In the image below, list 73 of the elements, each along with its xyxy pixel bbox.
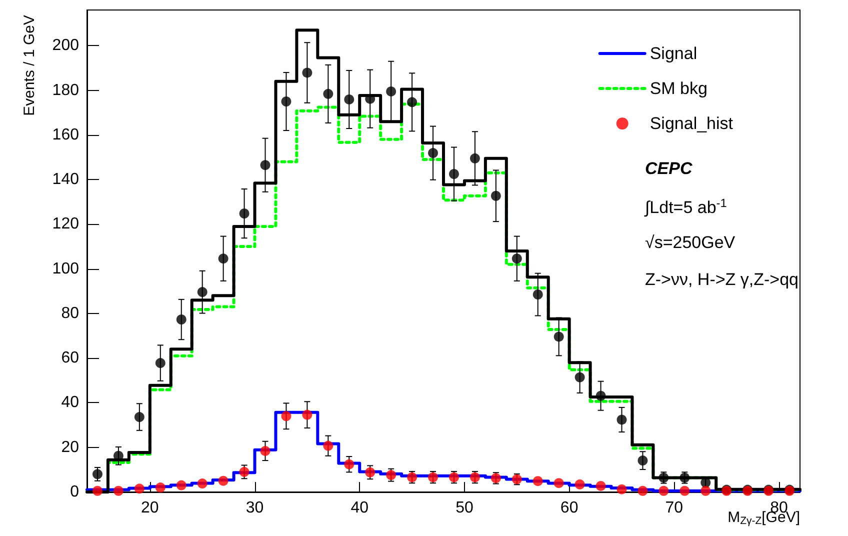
point: [218, 476, 228, 486]
legend-label: Signal: [650, 44, 698, 63]
point: [596, 480, 606, 491]
point: [532, 476, 543, 486]
x-tick-label: 30: [246, 500, 264, 516]
y-tick-label: 80: [61, 304, 80, 322]
point: [155, 482, 166, 493]
point: [218, 254, 228, 264]
point: [616, 484, 627, 494]
y-tick-label: 60: [61, 350, 80, 367]
annotation: CEPC: [645, 159, 693, 178]
point: [638, 486, 648, 496]
point: [344, 94, 354, 104]
annotation: √s=250GeV: [645, 233, 736, 252]
point: [596, 390, 606, 401]
point: [554, 478, 564, 488]
point: [407, 97, 418, 108]
point: [92, 486, 102, 496]
point: [134, 484, 144, 494]
point: [323, 88, 334, 99]
point: [554, 332, 564, 342]
y-tick-label: 140: [52, 171, 80, 188]
point: [239, 466, 250, 477]
point: [365, 467, 376, 478]
x-tick-label: 70: [665, 500, 684, 516]
point: [281, 411, 292, 422]
y-tick-label: 160: [52, 126, 80, 144]
point: [448, 169, 459, 180]
point: [512, 254, 522, 264]
point: [134, 412, 144, 422]
y-tick-label: 180: [52, 82, 80, 99]
point: [490, 190, 501, 201]
point: [302, 410, 312, 420]
y-tick-label: 120: [52, 216, 80, 233]
point: [365, 94, 376, 104]
point: [344, 459, 354, 470]
y-tick-label: 200: [52, 37, 80, 54]
point: [302, 68, 312, 78]
point: [574, 372, 585, 382]
y-tick-label: 20: [61, 438, 80, 456]
point: [197, 287, 208, 298]
point: [113, 486, 124, 496]
point: [176, 480, 186, 490]
point: [386, 86, 396, 96]
legend-label: SM bkg: [650, 79, 708, 98]
point: [428, 148, 438, 158]
point: [239, 208, 250, 219]
point: [155, 358, 166, 368]
point: [92, 469, 102, 480]
legend-label: Signal_hist: [650, 114, 734, 133]
y-tick-label: 100: [52, 260, 80, 278]
point: [323, 440, 334, 451]
point: [281, 96, 292, 106]
point: [386, 470, 396, 480]
point: [638, 456, 648, 466]
point: [470, 153, 480, 164]
point: [658, 486, 669, 496]
x-tick-label: 20: [141, 500, 159, 516]
annotation: Z->νν, H->Z γ,Z->qq: [645, 270, 798, 289]
point: [574, 479, 585, 490]
y-tick-label: 0: [70, 484, 80, 500]
x-tick-label: 40: [350, 500, 369, 516]
x-tick-label: 60: [560, 500, 578, 516]
point: [176, 314, 186, 325]
point: [197, 478, 208, 489]
point: [532, 290, 543, 300]
point: [260, 160, 270, 170]
y-axis-title: Events / 1 GeV: [21, 15, 38, 116]
point: [680, 486, 690, 496]
x-tick-label: 50: [456, 500, 474, 516]
point: [616, 414, 627, 425]
point: [260, 446, 270, 456]
y-tick-label: 40: [61, 394, 80, 412]
